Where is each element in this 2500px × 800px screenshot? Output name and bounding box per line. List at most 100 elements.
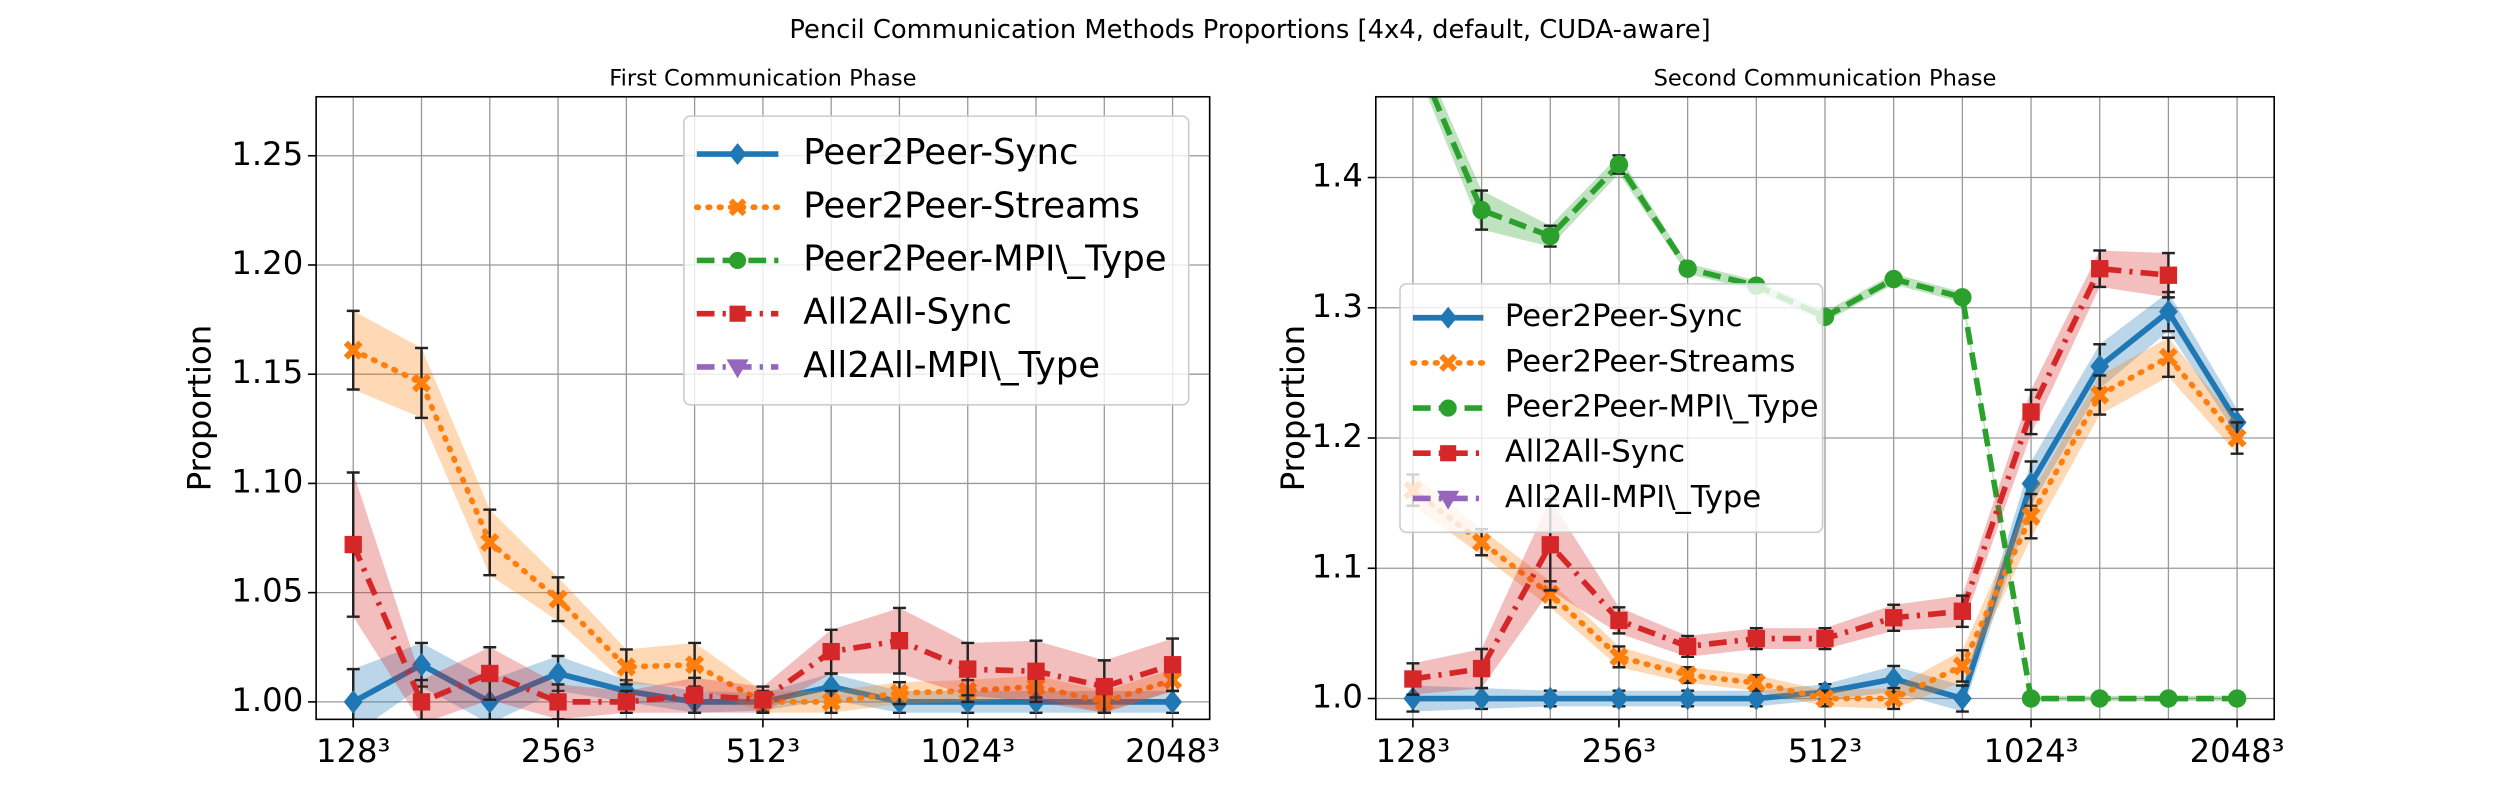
marker bbox=[2227, 428, 2247, 448]
x-tick-label: 1024³ bbox=[920, 732, 1015, 770]
marker bbox=[1472, 200, 1491, 220]
x-tick-label: 256³ bbox=[521, 732, 595, 770]
x-tick-label: 512³ bbox=[726, 732, 800, 770]
marker bbox=[728, 143, 747, 166]
legend-label: Peer2Peer-Sync bbox=[803, 132, 1078, 173]
marker bbox=[1437, 490, 1460, 510]
legend-label: All2All-MPI\_Type bbox=[803, 345, 1100, 386]
legend-label: All2All-MPI\_Type bbox=[1505, 480, 1761, 515]
marker bbox=[1610, 611, 1628, 630]
y-tick-label: 1.25 bbox=[231, 135, 303, 173]
marker bbox=[1541, 536, 1559, 554]
marker bbox=[1952, 656, 1972, 676]
axes-frame bbox=[1375, 95, 2275, 721]
marker bbox=[728, 198, 747, 217]
y-axis-label: Proportion bbox=[181, 325, 219, 491]
series-line bbox=[1412, 265, 2169, 682]
marker bbox=[1953, 602, 1972, 620]
marker bbox=[1746, 686, 1766, 711]
marker bbox=[1884, 269, 1903, 289]
marker bbox=[2090, 385, 2110, 405]
marker bbox=[821, 692, 841, 712]
legend-label: Peer2Peer-Sync bbox=[1505, 299, 1743, 334]
marker bbox=[1439, 399, 1457, 417]
legend-box bbox=[683, 115, 1190, 406]
axes-frame bbox=[315, 95, 1211, 721]
marker bbox=[480, 690, 500, 714]
x-tick-label: 256³ bbox=[1582, 732, 1656, 770]
y-tick-label: 1.0 bbox=[1312, 678, 1363, 716]
marker bbox=[1952, 686, 1972, 711]
marker bbox=[2090, 689, 2109, 708]
y-axis-label: Proportion bbox=[1274, 325, 1312, 491]
marker bbox=[1541, 226, 1560, 246]
subplot-title: Second Communication Phase bbox=[1654, 66, 1997, 92]
legend-box bbox=[1399, 283, 1824, 534]
marker bbox=[726, 359, 749, 379]
marker bbox=[548, 589, 568, 609]
marker bbox=[1678, 259, 1697, 278]
marker bbox=[1884, 688, 1904, 709]
marker bbox=[481, 664, 499, 683]
marker bbox=[959, 660, 977, 678]
marker bbox=[1609, 155, 1629, 174]
x-tick-label: 2048³ bbox=[2190, 732, 2285, 770]
x-tick-label: 1024³ bbox=[1984, 732, 2079, 770]
marker bbox=[616, 657, 636, 677]
marker bbox=[890, 632, 909, 650]
y-tick-label: 1.1 bbox=[1312, 547, 1363, 585]
subplot-title: First Communication Phase bbox=[609, 66, 916, 92]
marker bbox=[2021, 506, 2041, 526]
x-tick-label: 512³ bbox=[1788, 732, 1862, 770]
marker bbox=[1678, 665, 1698, 685]
marker bbox=[1472, 659, 1491, 678]
marker bbox=[344, 535, 362, 554]
y-tick-label: 1.3 bbox=[1312, 287, 1363, 325]
marker bbox=[1678, 686, 1698, 711]
marker bbox=[2159, 266, 2178, 284]
marker bbox=[1747, 629, 1765, 648]
y-tick-label: 1.00 bbox=[231, 681, 303, 719]
x-tick-label: 128³ bbox=[1376, 732, 1450, 770]
marker bbox=[343, 340, 363, 360]
marker bbox=[1440, 445, 1457, 462]
legend-label: Peer2Peer-Streams bbox=[803, 185, 1140, 226]
marker bbox=[2091, 260, 2109, 278]
marker bbox=[1439, 354, 1458, 372]
marker bbox=[1815, 688, 1835, 709]
legend-label: All2All-Sync bbox=[803, 292, 1012, 333]
y-tick-label: 1.20 bbox=[231, 244, 303, 282]
marker bbox=[2158, 299, 2178, 324]
x-tick-label: 2048³ bbox=[1125, 732, 1220, 770]
x-tick-label: 128³ bbox=[316, 732, 390, 770]
marker bbox=[1746, 673, 1766, 693]
error-band bbox=[1412, 292, 2238, 712]
y-tick-label: 1.10 bbox=[231, 462, 303, 500]
marker bbox=[685, 686, 704, 704]
legend-label: All2All-Sync bbox=[1505, 435, 1685, 470]
marker bbox=[1404, 670, 1422, 688]
marker bbox=[2158, 347, 2178, 367]
marker bbox=[1163, 656, 1182, 674]
marker bbox=[1540, 686, 1560, 711]
marker bbox=[1816, 629, 1834, 648]
figure-title: Pencil Communication Methods Proportions… bbox=[789, 15, 1710, 45]
marker bbox=[1609, 686, 1629, 711]
marker bbox=[1609, 647, 1629, 667]
marker bbox=[2227, 689, 2247, 708]
marker bbox=[685, 655, 705, 675]
marker bbox=[889, 683, 909, 703]
marker bbox=[412, 693, 431, 711]
marker bbox=[754, 691, 772, 709]
marker bbox=[729, 305, 746, 322]
marker bbox=[1472, 686, 1492, 711]
marker bbox=[2022, 403, 2040, 421]
marker bbox=[1095, 677, 1113, 696]
marker bbox=[1439, 306, 1457, 329]
marker bbox=[1472, 532, 1492, 552]
y-tick-label: 1.4 bbox=[1312, 157, 1363, 195]
y-tick-label: 1.2 bbox=[1312, 417, 1363, 455]
error-band bbox=[1412, 250, 2169, 695]
marker bbox=[1885, 609, 1903, 627]
